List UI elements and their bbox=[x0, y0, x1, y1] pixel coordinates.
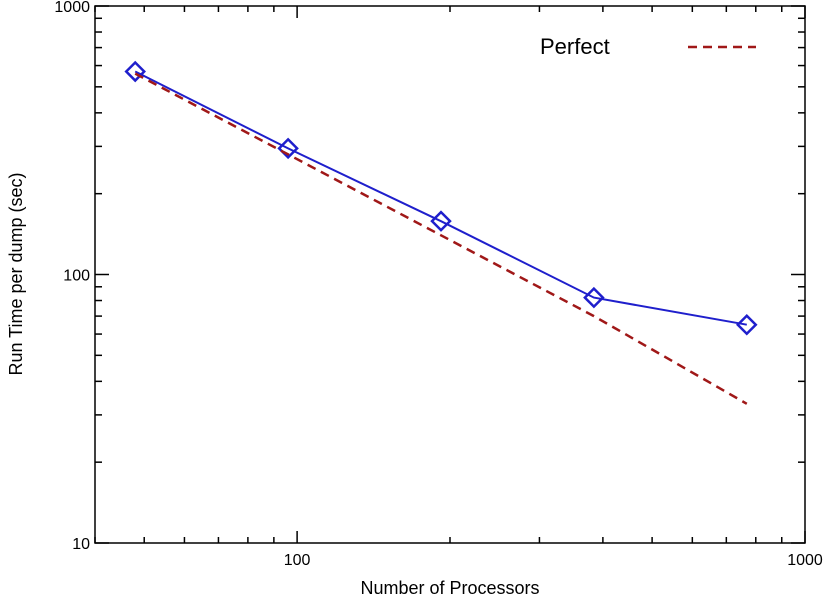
data-point-marker bbox=[430, 210, 452, 232]
x-axis-title: Number of Processors bbox=[360, 578, 539, 598]
data-point-marker bbox=[124, 60, 146, 83]
data-point-marker bbox=[736, 313, 758, 336]
x-tick-label: 1000 bbox=[787, 552, 823, 569]
legend-label-perfect: Perfect bbox=[540, 34, 610, 59]
perfect-scaling-line bbox=[134, 72, 748, 405]
axis-tick-labels: 100 1000 10 100 1000 bbox=[54, 0, 822, 569]
series-layer bbox=[124, 60, 758, 405]
y-tick-label: 1000 bbox=[54, 0, 90, 16]
y-tick-label: 100 bbox=[63, 268, 90, 285]
plot-frame bbox=[94, 5, 806, 544]
legend: Perfect bbox=[540, 34, 756, 59]
measured-run-time-line bbox=[134, 70, 747, 326]
data-point-marker bbox=[583, 286, 605, 309]
data-point-marker bbox=[277, 137, 299, 160]
axis-ticks bbox=[94, 5, 806, 544]
y-tick-label: 10 bbox=[72, 536, 90, 553]
y-axis-title: Run Time per dump (sec) bbox=[6, 172, 26, 375]
x-tick-label: 100 bbox=[284, 552, 311, 569]
